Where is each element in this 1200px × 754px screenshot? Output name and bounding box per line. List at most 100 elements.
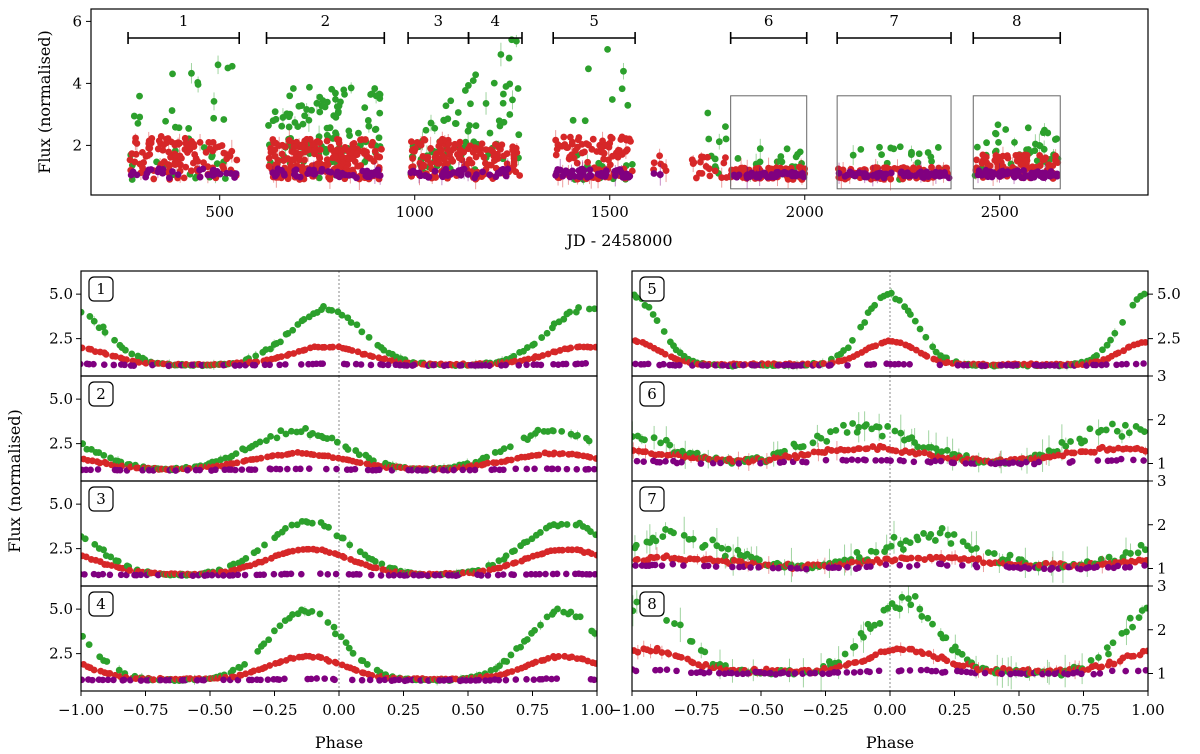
data-point [1035, 458, 1043, 466]
data-point [464, 171, 472, 178]
data-point [856, 668, 864, 676]
data-point [369, 353, 377, 360]
data-point [390, 571, 398, 579]
panel-label-text: 3 [96, 490, 106, 508]
panel-label-box [88, 591, 114, 617]
data-point [792, 362, 800, 369]
data-point [479, 168, 486, 176]
top-points [126, 34, 1062, 191]
data-point [91, 541, 99, 548]
data-point [103, 658, 111, 665]
data-point [427, 119, 435, 127]
x-axis-label: JD - 2458000 [564, 231, 672, 250]
data-point [1069, 458, 1076, 465]
data-point [341, 143, 349, 151]
data-point [447, 97, 455, 105]
panel-label-text: 5 [647, 280, 657, 298]
data-point [380, 346, 388, 354]
data-point [617, 136, 625, 143]
data-point [897, 667, 905, 674]
data-point [755, 564, 762, 571]
data-point [884, 604, 892, 612]
data-point [319, 97, 327, 104]
data-point [127, 676, 134, 684]
data-point [587, 343, 594, 351]
data-point [806, 670, 814, 677]
y-tick-label: 5.0 [49, 495, 73, 513]
data-point [523, 344, 531, 351]
data-point [964, 361, 971, 369]
data-point [297, 361, 305, 368]
data-point [101, 328, 109, 336]
data-point [90, 360, 97, 368]
panel-label-box [639, 486, 665, 512]
data-point [277, 658, 285, 665]
data-point [972, 545, 980, 552]
data-point [618, 85, 626, 93]
data-point [990, 550, 998, 557]
data-point [620, 67, 627, 75]
data-point [108, 461, 115, 469]
data-point [973, 156, 980, 164]
data-point [167, 153, 174, 161]
data-point [469, 77, 477, 85]
data-point [702, 163, 710, 170]
data-point [81, 535, 89, 543]
data-point [289, 449, 296, 457]
data-point [233, 156, 241, 164]
data-point [714, 557, 722, 565]
data-point [530, 676, 538, 683]
data-point [591, 571, 597, 578]
data-point [343, 361, 351, 368]
data-point [711, 155, 719, 163]
data-point [440, 117, 448, 125]
data-point [892, 447, 900, 455]
data-point [633, 338, 641, 346]
data-point [464, 82, 472, 89]
data-point [338, 169, 346, 177]
data-point [368, 571, 375, 579]
data-point [371, 85, 379, 92]
data-point [1142, 447, 1148, 455]
x-tick-label: −0.75 [123, 701, 169, 719]
data-point [149, 361, 156, 369]
data-point [1077, 565, 1085, 573]
data-point [319, 360, 327, 368]
data-point [878, 151, 885, 159]
data-point [298, 570, 305, 578]
x-tick-label: 2000 [786, 203, 824, 221]
data-point [917, 666, 925, 674]
data-point [372, 564, 380, 572]
segment-bar-2: 2 [265, 12, 386, 44]
data-point [821, 664, 828, 672]
data-point [251, 466, 259, 473]
data-point [523, 361, 530, 369]
data-point [276, 361, 283, 369]
data-point [1048, 564, 1056, 572]
data-point [702, 660, 710, 668]
data-point [270, 570, 278, 578]
data-point [553, 675, 561, 682]
data-point [1144, 647, 1148, 655]
data-point [589, 135, 597, 143]
data-point [219, 162, 227, 170]
data-point [99, 570, 107, 578]
data-point [1053, 170, 1061, 178]
data-point [531, 465, 538, 473]
data-point [656, 666, 664, 674]
panel-label: 8 [639, 591, 665, 617]
data-point [979, 151, 987, 159]
data-point [278, 166, 285, 174]
data-point [568, 546, 576, 554]
data-point [181, 134, 189, 142]
data-point [705, 668, 713, 676]
data-point [924, 149, 932, 156]
data-point [110, 676, 117, 684]
data-point [112, 352, 119, 360]
data-point [1129, 301, 1137, 309]
data-point [872, 342, 880, 350]
data-point [506, 111, 514, 118]
data-point [704, 109, 712, 117]
data-point [261, 361, 269, 369]
data-point [855, 564, 862, 571]
